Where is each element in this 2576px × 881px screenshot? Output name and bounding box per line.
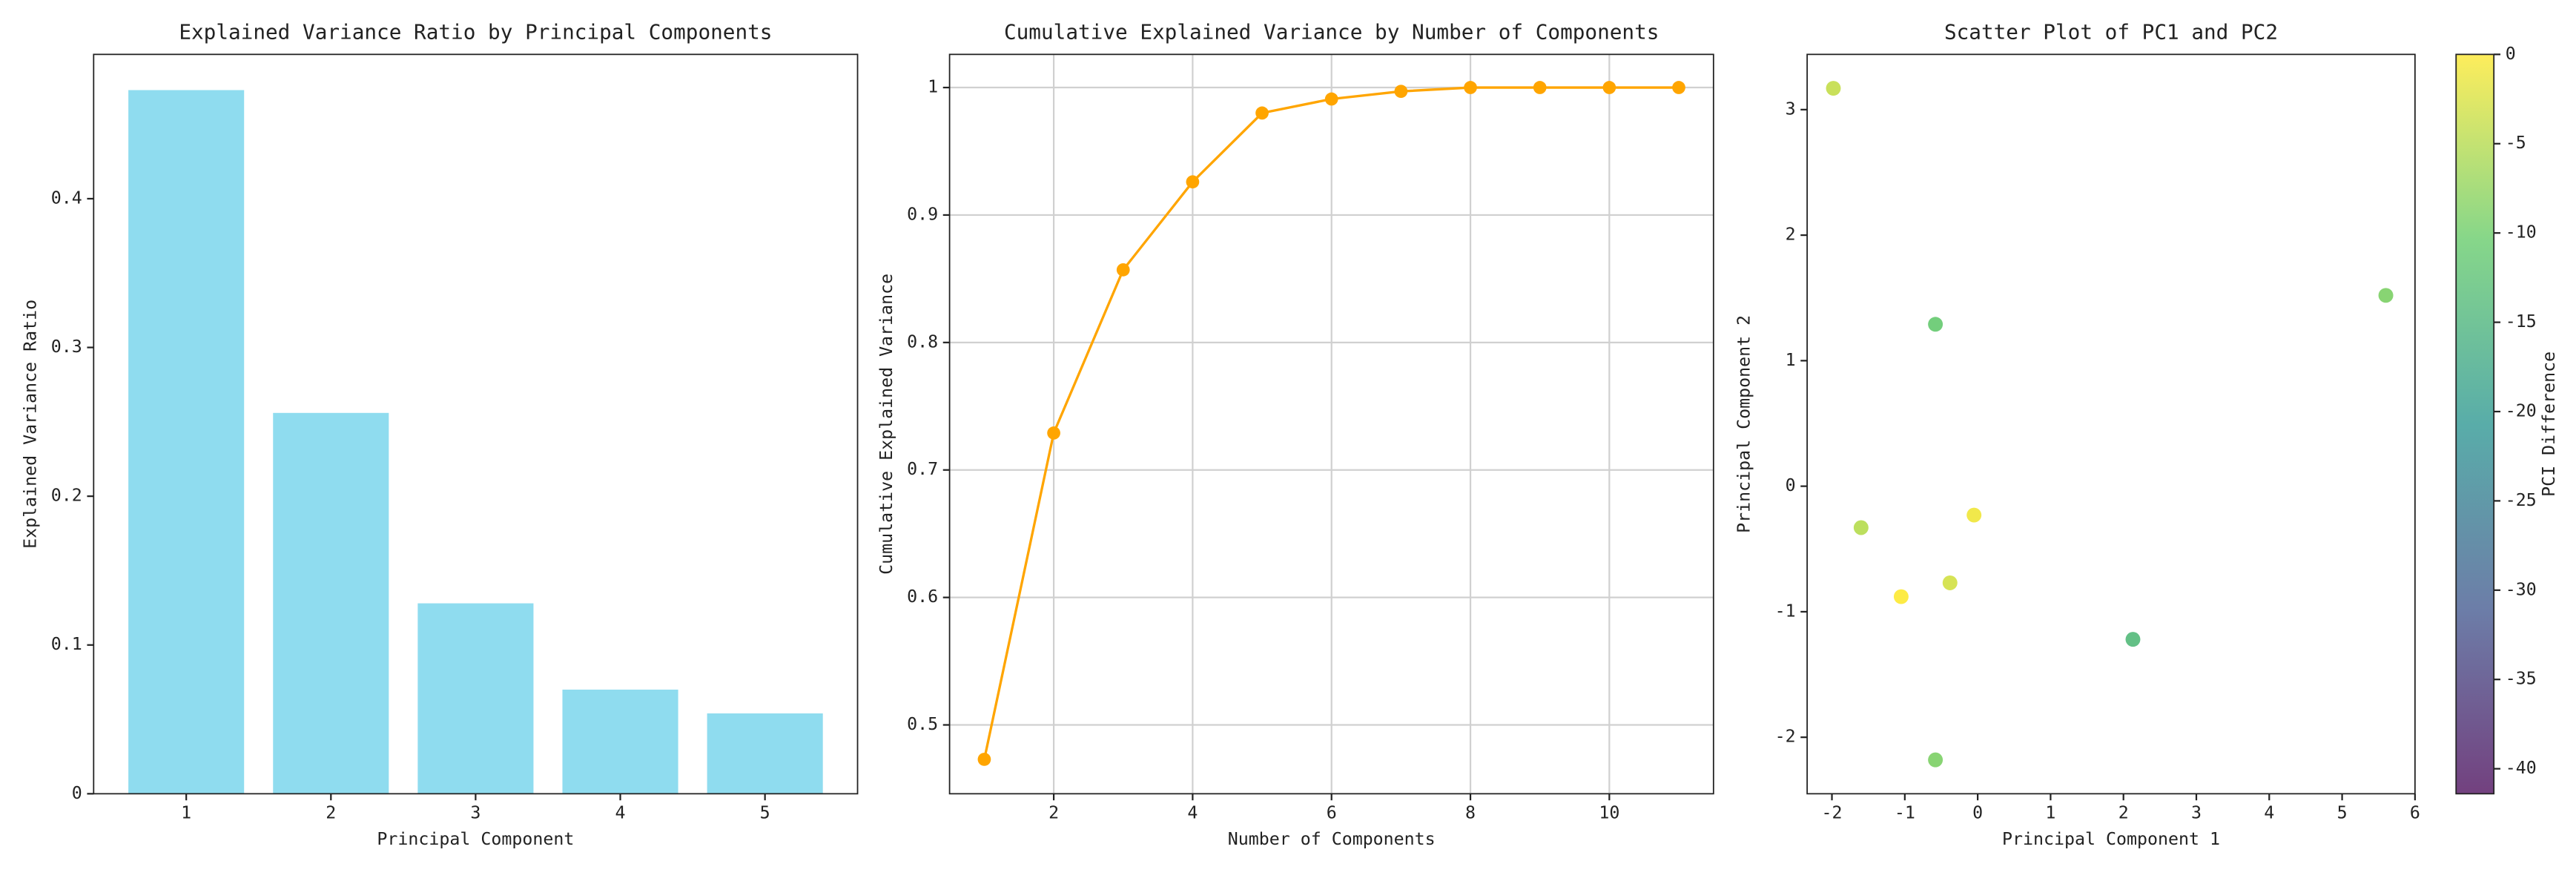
y-tick-label: 0 (72, 783, 82, 803)
point (1826, 81, 1841, 96)
y-tick-label: 0.6 (907, 587, 938, 607)
y-tick-label: 1 (1786, 350, 1796, 370)
y-tick-label: -2 (1775, 727, 1796, 747)
bar (128, 90, 245, 794)
point (1533, 81, 1547, 94)
point (1893, 589, 1909, 604)
axes-frame (1806, 53, 2416, 795)
x-axis-label: Number of Components (1228, 829, 1436, 849)
x-tick-label: 4 (615, 802, 626, 822)
colorbar-tick-label: -30 (2506, 579, 2537, 599)
colorbar-tick-label: 0 (2506, 44, 2516, 64)
y-tick-label: 0.4 (51, 188, 82, 208)
colorbar-tick-label: -20 (2506, 400, 2537, 420)
point (1928, 317, 1943, 332)
x-tick-label: 8 (1465, 802, 1476, 822)
y-tick-label: 0.9 (907, 204, 938, 224)
x-tick-label: 2 (2118, 802, 2129, 822)
y-tick-label: 0.3 (51, 337, 82, 357)
point (1853, 520, 1869, 535)
point (1942, 575, 1958, 590)
colorbar-tick-label: -35 (2506, 669, 2537, 689)
y-tick-label: 0.8 (907, 331, 938, 352)
point (1966, 507, 1982, 523)
point (2378, 288, 2394, 303)
axes-frame (948, 53, 1714, 795)
point (1464, 81, 1477, 94)
x-axis-label: Principal Component 1 (2002, 829, 2220, 849)
x-tick-label: -2 (1822, 802, 1843, 822)
axes-frame (93, 53, 859, 795)
y-axis-label: Explained Variance Ratio (21, 300, 41, 549)
point (1186, 175, 1200, 189)
colorbar-tick-label: -25 (2506, 490, 2537, 510)
x-tick-label: -1 (1895, 802, 1915, 822)
y-tick-label: 0.7 (907, 459, 938, 479)
y-tick-label: 3 (1786, 99, 1796, 119)
y-tick-label: 2 (1786, 225, 1796, 245)
point (1602, 81, 1616, 94)
chart-title: Scatter Plot of PC1 and PC2 (1944, 20, 2278, 44)
x-axis-label: Principal Component (377, 829, 574, 849)
point (1672, 81, 1685, 94)
y-tick-label: 1 (928, 77, 938, 97)
y-tick-label: 0.5 (907, 714, 938, 734)
x-tick-label: 1 (181, 802, 191, 822)
x-tick-label: 3 (470, 802, 480, 822)
x-tick-label: 6 (1327, 802, 1337, 822)
bar (707, 713, 823, 794)
point (977, 753, 991, 766)
chart-title: Cumulative Explained Variance by Number … (1004, 20, 1659, 44)
x-tick-label: 0 (1972, 802, 1983, 822)
x-tick-label: 5 (2337, 802, 2348, 822)
point (1394, 85, 1408, 99)
x-tick-label: 2 (326, 802, 336, 822)
point (1047, 426, 1060, 440)
colorbar-tick-label: -10 (2506, 222, 2537, 242)
point (1928, 752, 1943, 768)
y-axis-label: Cumulative Explained Variance (876, 274, 896, 575)
x-tick-label: 10 (1599, 802, 1619, 822)
chart-title: Explained Variance Ratio by Principal Co… (179, 20, 772, 44)
x-tick-label: 4 (2264, 802, 2274, 822)
colorbar-label: PCI Difference (2539, 352, 2559, 497)
point (1324, 92, 1338, 106)
x-tick-label: 1 (2045, 802, 2055, 822)
y-tick-label: 0 (1786, 475, 1796, 495)
colorbar-tick-label: -5 (2506, 133, 2526, 153)
y-axis-label: Principal Component 2 (1734, 315, 1754, 533)
x-tick-label: 4 (1187, 802, 1198, 822)
y-tick-label: 0.1 (51, 634, 82, 654)
point (2125, 632, 2141, 647)
y-tick-label: -1 (1775, 601, 1796, 621)
colorbar (2455, 53, 2495, 795)
bar (417, 603, 534, 794)
colorbar-tick-label: -40 (2506, 758, 2537, 778)
point (1116, 263, 1130, 277)
y-tick-label: 0.2 (51, 486, 82, 506)
x-tick-label: 2 (1048, 802, 1059, 822)
bar (273, 412, 389, 794)
x-tick-label: 6 (2410, 802, 2420, 822)
colorbar-tick-label: -15 (2506, 311, 2537, 331)
x-tick-label: 5 (760, 802, 770, 822)
x-tick-label: 3 (2191, 802, 2202, 822)
point (1255, 106, 1269, 120)
bar (562, 689, 678, 794)
